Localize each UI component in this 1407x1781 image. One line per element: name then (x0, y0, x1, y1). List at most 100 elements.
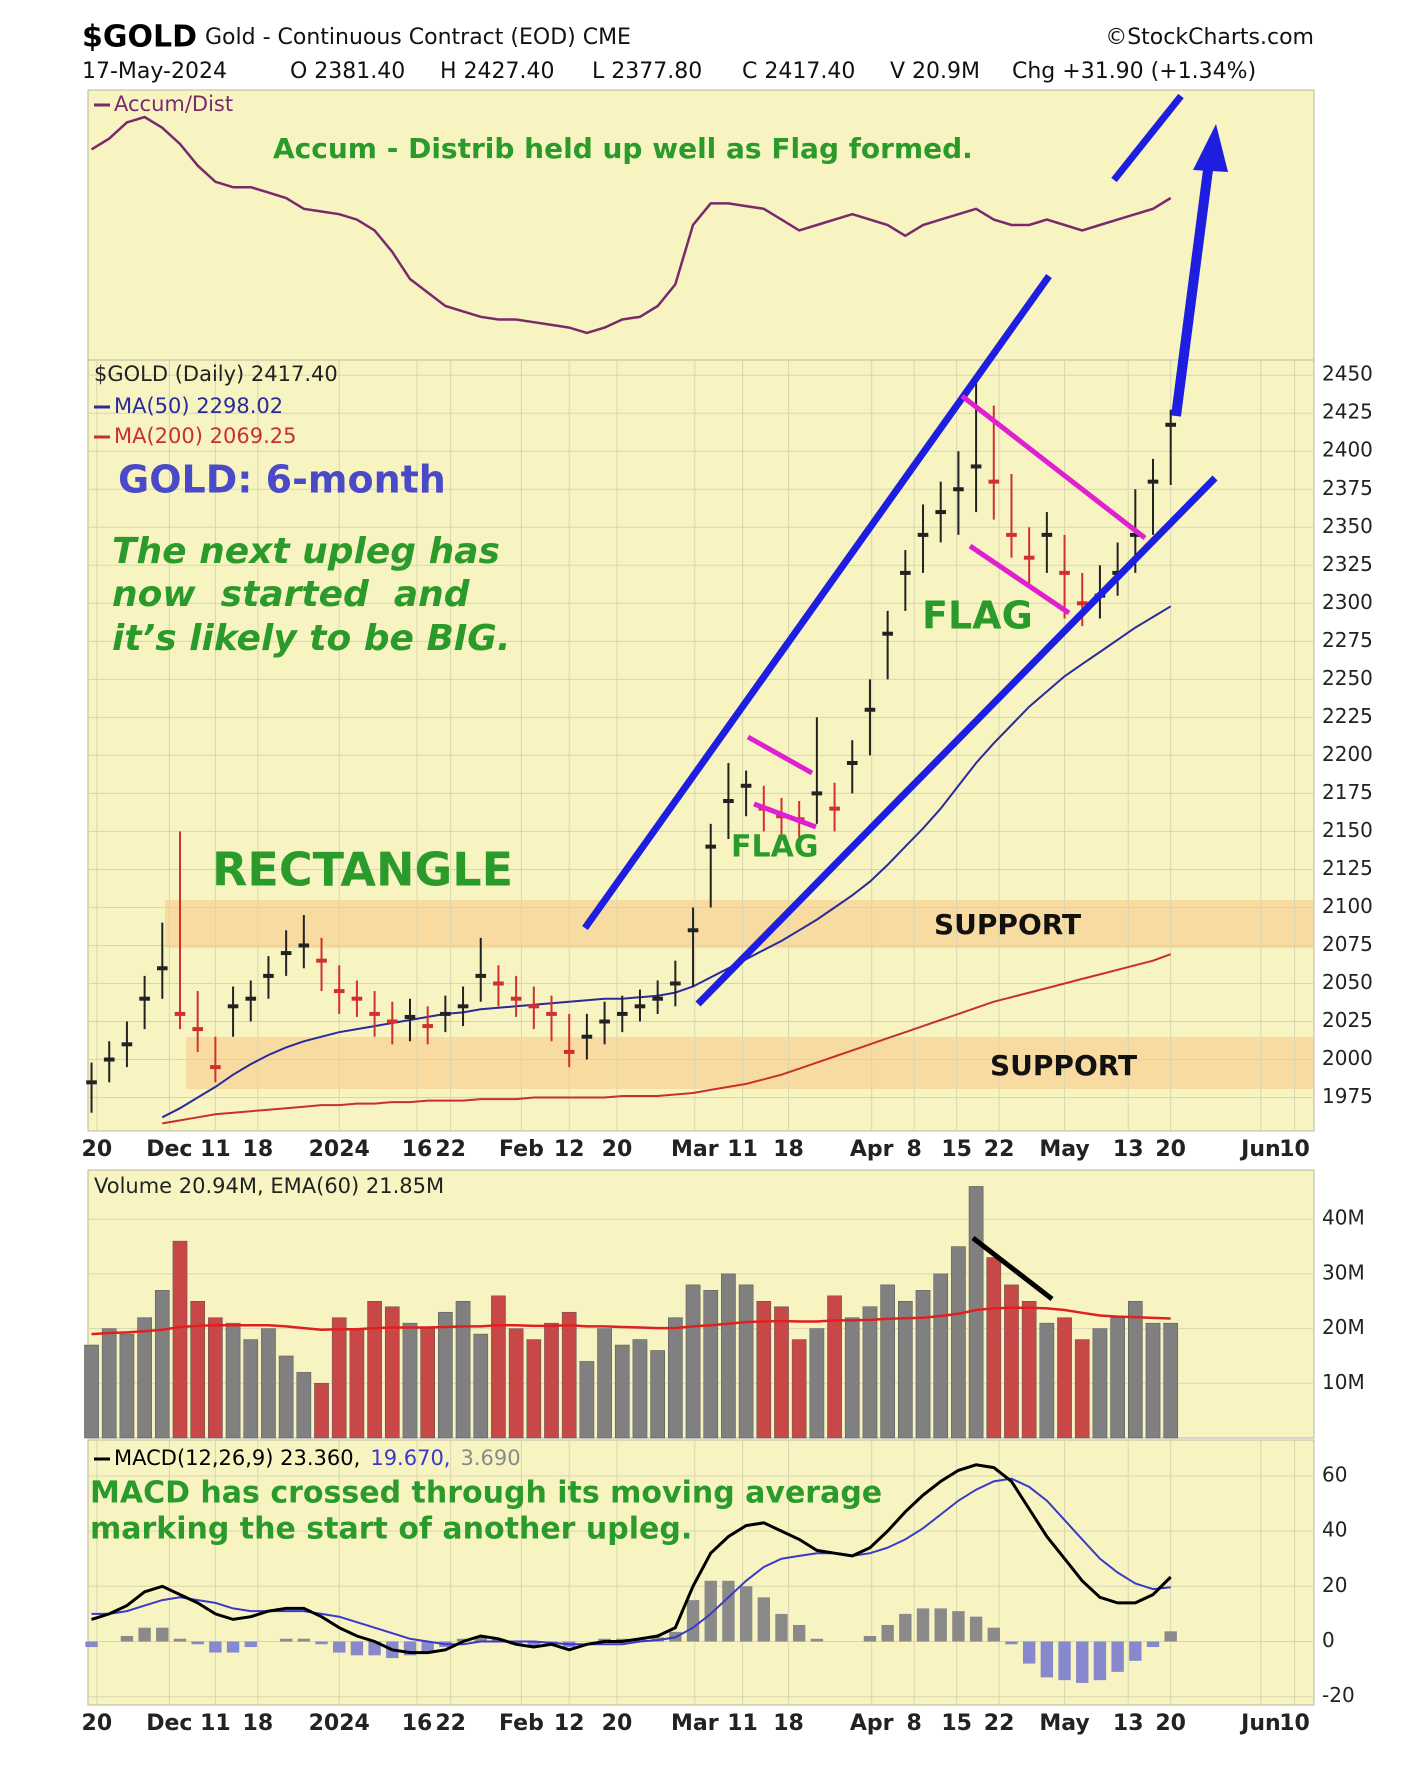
support-band (186, 1037, 1314, 1089)
histogram-bar (952, 1611, 965, 1642)
volume-bar (1021, 1301, 1037, 1439)
volume-bar (597, 1328, 612, 1439)
volume-bar (1004, 1284, 1019, 1439)
y-tick-label: 2150 (1322, 818, 1373, 842)
y-tick-label: 2400 (1322, 438, 1373, 462)
histogram-bar (881, 1624, 894, 1642)
y-tick-label: 2300 (1322, 590, 1373, 614)
histogram-bar (191, 1641, 204, 1645)
close-tick (263, 973, 274, 978)
annotation: RECTANGLE (212, 843, 513, 897)
histogram-bar (899, 1613, 912, 1642)
volume-trend (971, 1236, 1054, 1301)
annotation: now started and (112, 574, 471, 615)
volume-bar (473, 1333, 489, 1439)
volume-bar (898, 1301, 913, 1439)
close-tick (227, 1004, 239, 1009)
volume-bar (526, 1339, 542, 1439)
annotation: SUPPORT (990, 1049, 1137, 1082)
y-tick-label: 20 (1322, 1573, 1347, 1597)
arrow-head (1193, 124, 1228, 172)
histogram-bar (279, 1638, 293, 1642)
y-tick-label: 2450 (1322, 362, 1373, 386)
x-tick-label: 22 (984, 1711, 1015, 1736)
x-tick-label: 11 (200, 1711, 231, 1736)
x-tick-label: Jun (1239, 1711, 1281, 1736)
x-tick-label: 20 (1155, 1137, 1186, 1162)
flags (746, 394, 1147, 830)
trend-line (1111, 93, 1184, 183)
x-tick-label: 20 (82, 1137, 113, 1162)
legend-label: MACD(12,26,9) 23.360, (114, 1446, 360, 1470)
x-tick-label: 20 (602, 1137, 633, 1162)
y-tick-label: 2425 (1322, 400, 1373, 424)
y-tick-label: 40 (1322, 1518, 1347, 1542)
x-tick-label: 8 (907, 1711, 922, 1736)
x-tick-label: 10 (1279, 1711, 1310, 1736)
close-tick (422, 1024, 433, 1029)
volume-bar (137, 1317, 152, 1439)
symbol: $GOLD (82, 20, 197, 55)
y-tick-label: 10M (1322, 1370, 1365, 1394)
x-tick-label: 11 (200, 1137, 231, 1162)
close-tick (103, 1057, 115, 1062)
line (91, 1306, 1171, 1336)
flag-line (960, 394, 1147, 540)
x-tick-label: 22 (984, 1137, 1015, 1162)
x-tick-label: 18 (243, 1711, 274, 1736)
x-tick-label: 10 (1279, 1137, 1310, 1162)
header: $GOLD Gold - Continuous Contract (EOD) C… (82, 20, 1314, 85)
volume-bar (101, 1328, 117, 1439)
volume-bar (880, 1284, 895, 1439)
close-tick (457, 1004, 469, 1009)
histogram-bar (421, 1641, 434, 1653)
annotation: it’s likely to be BIG. (112, 618, 511, 659)
close-tick (829, 806, 840, 811)
channel (582, 93, 1218, 1007)
y-tick-label: 2225 (1322, 704, 1373, 728)
volume-bar (579, 1361, 595, 1439)
histogram-bar (350, 1641, 364, 1656)
flag-line (968, 543, 1071, 616)
close-tick (245, 996, 257, 1001)
line (91, 1463, 1172, 1655)
x-tick-label: May (1039, 1137, 1089, 1162)
x-tick-label: May (1039, 1711, 1089, 1736)
close-tick (970, 464, 982, 469)
close-tick (687, 928, 699, 933)
close-tick (988, 479, 1000, 484)
volume-bar (314, 1383, 329, 1439)
x-tick-label: Dec (146, 1137, 192, 1162)
volume-bar (738, 1284, 754, 1439)
close-tick (935, 510, 947, 515)
close-tick (882, 631, 893, 636)
close-tick (1147, 479, 1159, 484)
x-tick-label: 11 (727, 1137, 758, 1162)
close-tick (900, 570, 911, 575)
open: O 2381.40 (290, 59, 405, 84)
flag-line (753, 801, 817, 830)
volume-bar (296, 1372, 312, 1439)
histogram-bar (120, 1635, 134, 1642)
change: Chg +31.90 (+1.34%) (1012, 59, 1256, 84)
x-tick-label: 18 (243, 1137, 274, 1162)
histogram-bar (244, 1641, 257, 1648)
close-tick (333, 989, 345, 994)
close-tick (811, 791, 823, 796)
x-tick-label: 13 (1113, 1137, 1144, 1162)
histogram-bar (1111, 1641, 1124, 1672)
y-tick-label: 2075 (1322, 932, 1373, 956)
histogram-bar (297, 1638, 311, 1642)
close-tick (1165, 422, 1177, 427)
y-tick-label: -20 (1322, 1683, 1355, 1707)
volume-bar (650, 1350, 665, 1439)
volume-bar (261, 1328, 276, 1439)
volume-bar (1163, 1322, 1179, 1439)
x-tick-label: 13 (1113, 1711, 1144, 1736)
y-tick-label: 2175 (1322, 780, 1373, 804)
close-tick (846, 760, 858, 765)
histogram-bar (722, 1580, 735, 1642)
close-tick (740, 783, 752, 788)
line (90, 115, 1172, 335)
volume-bar (791, 1339, 807, 1439)
